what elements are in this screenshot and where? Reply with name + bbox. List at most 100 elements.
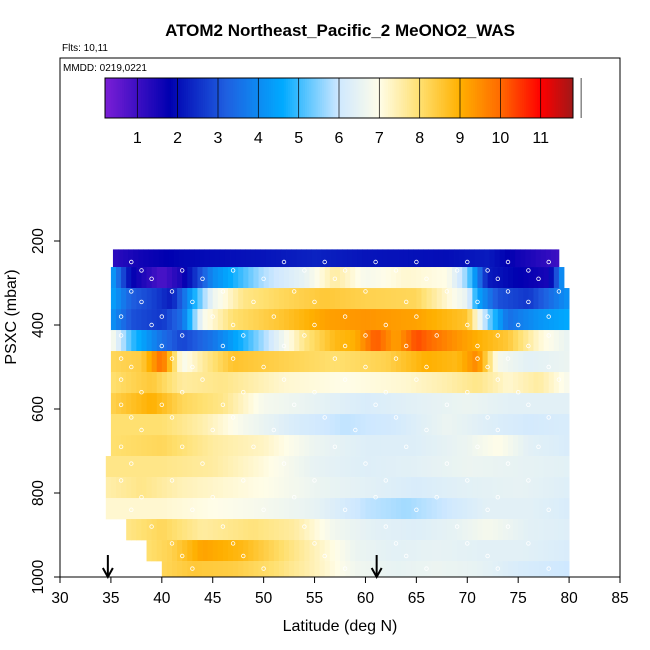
sample-point [393,356,399,361]
heat-cell [233,519,239,541]
colorbar-segment [139,78,142,118]
heat-cell [360,267,366,289]
sample-point [404,343,409,349]
heat-cell [472,393,478,415]
heat-cell [436,477,443,499]
heat-cell [533,288,539,310]
heat-cell [304,435,310,457]
heat-cell [469,249,475,268]
heat-cell [136,393,142,415]
heat-cell [462,540,468,562]
heat-cell [121,267,127,289]
heat-cell [212,477,219,499]
heat-cell [345,435,351,457]
heat-cell [340,498,346,520]
heat-cell [334,519,341,541]
sample-point [261,364,266,370]
heat-cell [263,498,270,520]
heat-cell [284,519,290,541]
heat-cell [151,519,158,541]
heat-cell [243,393,249,415]
heat-cell [273,393,280,415]
sample-point [159,343,164,349]
heat-cell [385,477,392,499]
heat-cell [202,456,209,478]
heat-cell [314,267,321,289]
heat-cell [401,540,407,562]
heat-cell [403,249,409,268]
colorbar-segment [339,78,342,118]
heat-cell [502,393,509,415]
heat-cell [365,267,371,289]
colorbar-segment [300,78,304,118]
heat-cell [340,351,346,373]
heat-cell [255,249,261,268]
heat-cell [146,540,153,562]
colorbar-segment [315,78,319,118]
heat-cell [416,288,422,310]
heat-cell [263,561,270,578]
heat-cell [161,267,168,289]
heat-cell [248,561,254,578]
heat-cell [411,393,417,415]
heat-cell [248,330,254,352]
sample-point [526,478,531,483]
sample-point [322,259,327,265]
heat-cell [304,309,310,331]
sample-point [210,314,215,319]
heat-cell [222,330,229,352]
heat-cell [340,288,346,310]
heat-cell [197,351,203,373]
heat-cell [228,267,234,289]
sample-point [118,478,124,483]
heat-cell [406,519,412,541]
colorbar-segment [115,78,119,118]
heat-cell [433,249,440,268]
heat-cell [416,498,422,520]
heat-cell [263,393,270,415]
sample-point [179,268,185,273]
heat-cell [182,456,188,478]
colorbar-segment [277,78,280,118]
heat-cell [497,309,504,331]
heat-cell [355,498,361,520]
heat-cell [390,435,397,457]
heat-cell [401,288,407,310]
heat-cell [248,288,254,310]
colorbar-segment [502,78,506,118]
heat-cell [497,393,504,415]
heat-cell [355,456,361,478]
heat-cell [479,249,485,268]
heat-cell [355,330,361,352]
sample-point [363,289,368,294]
sample-point [526,299,531,305]
heat-cell [324,288,331,310]
heat-cell [528,498,534,520]
heat-cell [457,477,463,499]
heat-cell [340,267,346,289]
heat-cell [401,435,407,457]
heat-cell [380,498,387,520]
heat-cell [243,435,249,457]
heat-cell [350,561,356,578]
sample-point [546,314,551,319]
heat-cell [533,498,539,520]
heat-cell [309,498,315,520]
heat-cell [151,498,158,520]
sample-point [149,276,154,281]
heat-cell [192,456,198,478]
heat-cell [212,498,219,520]
heat-cell [487,540,494,562]
heat-cell [126,414,132,436]
heat-cell [172,267,178,289]
sample-point [129,507,134,512]
sample-point [536,276,541,281]
heat-cell [553,351,560,373]
colorbar-segment [396,78,399,118]
heat-cell [258,435,265,457]
heat-cell [166,456,173,478]
sample-point [230,322,236,328]
heat-cell [161,540,168,562]
colorbar-segment [326,78,329,118]
heat-cell [360,477,366,499]
